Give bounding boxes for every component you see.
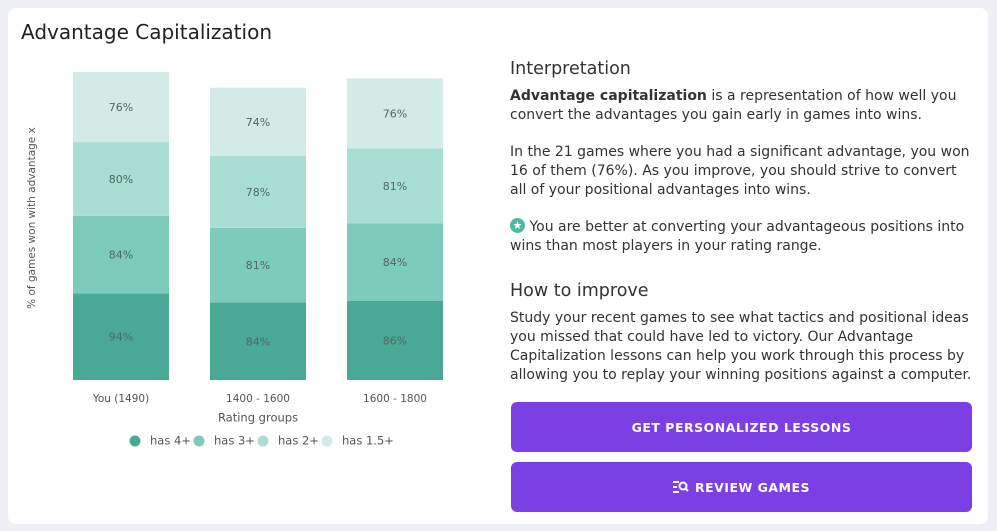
value-label: 78% xyxy=(246,186,270,199)
bar-segment xyxy=(73,72,169,143)
review-icon xyxy=(672,481,689,493)
legend-swatch xyxy=(321,435,333,447)
legend-label: has 3+ xyxy=(214,434,255,448)
value-label: 86% xyxy=(383,334,407,347)
value-label: 76% xyxy=(383,107,407,120)
value-label: 94% xyxy=(109,331,133,344)
paragraph: Study your recent games to see what tact… xyxy=(510,310,972,383)
x-axis-label: Rating groups xyxy=(218,411,298,425)
value-label: 84% xyxy=(383,256,407,269)
bar-segment xyxy=(210,227,306,303)
chart-title: Advantage Capitalization xyxy=(21,20,272,44)
bar-segment xyxy=(73,215,169,294)
value-label: 84% xyxy=(246,335,270,348)
value-label: 84% xyxy=(109,249,133,262)
text: is a representation of how well you conv… xyxy=(510,88,957,123)
review-button[interactable]: REVIEW GAMES xyxy=(511,462,972,512)
legend-swatch xyxy=(193,435,205,447)
bar-segment xyxy=(210,87,306,156)
bold-text: Advantage capitalization xyxy=(510,88,707,104)
x-tick-label: 1400 - 1600 xyxy=(226,393,290,405)
legend-swatch xyxy=(257,435,269,447)
x-tick-label: You (1490) xyxy=(92,393,149,405)
bar-segment xyxy=(73,293,169,380)
card: Advantage Capitalization 94% 84% 80% 76% You… xyxy=(8,8,988,524)
value-label: 81% xyxy=(383,180,407,193)
chart: 94% 84% 80% 76% You (1490) 84% 81% 78% 74% 1400 -… xyxy=(26,72,443,448)
button-label: REVIEW GAMES xyxy=(694,479,811,495)
heading: Interpretation xyxy=(510,59,631,79)
bar-segment xyxy=(210,302,306,380)
button-label: GET PERSONALIZED LESSONS xyxy=(631,419,852,435)
value-label: 80% xyxy=(109,173,133,186)
info-panel: Interpretation Advantage capitalization … xyxy=(510,60,975,403)
legend-label: has 2+ xyxy=(278,434,319,448)
bar-segment xyxy=(73,142,169,216)
value-label: 81% xyxy=(246,259,270,272)
bar-segment xyxy=(347,223,443,301)
paragraph: In the 21 games where you had a signific… xyxy=(510,144,970,198)
bar-segment xyxy=(347,78,443,149)
bar-segment xyxy=(347,148,443,224)
paragraph: Advantage capitalization is a representa… xyxy=(510,87,975,125)
bar-segment xyxy=(347,300,443,380)
value-label: 76% xyxy=(109,101,133,114)
text: You are better at converting your advant… xyxy=(510,219,965,254)
x-tick-label: 1600 - 1800 xyxy=(363,393,427,405)
legend-swatch xyxy=(129,435,141,447)
paragraph: You are better at converting your advant… xyxy=(510,218,975,256)
heading: How to improve xyxy=(510,281,649,301)
y-axis-label: % of games won with advantage x xyxy=(26,127,38,309)
star-icon xyxy=(510,218,525,233)
legend-label: has 4+ xyxy=(150,434,191,448)
bar-segment xyxy=(210,155,306,228)
lessons-button[interactable]: GET PERSONALIZED LESSONS xyxy=(511,402,972,452)
legend-label: has 1.5+ xyxy=(342,434,394,448)
value-label: 74% xyxy=(246,116,270,129)
